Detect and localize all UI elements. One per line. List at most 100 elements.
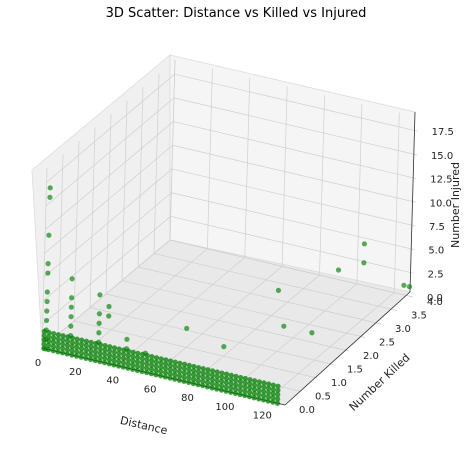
data-point [209, 376, 215, 382]
x-tick-label: 20 [69, 367, 82, 378]
data-point [144, 369, 150, 376]
data-point [223, 371, 230, 377]
data-point [195, 377, 201, 383]
z-axis-line [409, 111, 416, 293]
data-point [167, 371, 173, 377]
y-ticks: 0.00.51.01.52.02.53.03.54.0 [299, 297, 443, 416]
data-point [106, 352, 113, 358]
data-point [153, 359, 159, 365]
z-tick-label: 7.5 [429, 222, 445, 233]
grid-line [137, 86, 144, 268]
data-point [125, 352, 131, 358]
data-point [45, 261, 51, 267]
grid-line [207, 68, 213, 249]
data-point [205, 375, 211, 381]
data-point [88, 348, 94, 354]
data-point [275, 396, 281, 402]
data-point [242, 384, 248, 390]
data-point [214, 382, 220, 388]
data-point [111, 353, 117, 359]
data-point [242, 375, 248, 382]
data-point [186, 375, 192, 381]
z-tick-label: 0.0 [427, 293, 443, 304]
grid-line [171, 168, 416, 227]
data-point [265, 385, 272, 391]
data-point [209, 372, 216, 378]
points [41, 185, 413, 406]
data-point [406, 284, 413, 290]
data-point [69, 339, 75, 345]
data-point [74, 340, 80, 346]
z-ticks: 0.0 2.5 5.0 7.5 10.0 12.5 15.0 17.5 [427, 127, 454, 304]
data-point [125, 361, 131, 367]
grid-line [105, 113, 112, 295]
grid-line [169, 239, 414, 298]
data-point [43, 317, 50, 324]
data-point [177, 360, 183, 366]
data-point [158, 368, 164, 375]
data-point [83, 347, 89, 353]
data-point [148, 362, 155, 368]
x-ticks: 0 20 40 60 80 100 120 [35, 358, 272, 422]
data-point [149, 353, 155, 360]
data-point [44, 308, 50, 314]
data-point [218, 383, 225, 389]
data-point [69, 343, 75, 350]
data-point [60, 345, 66, 352]
data-point [73, 353, 80, 359]
z-tick-label: 2.5 [428, 269, 444, 280]
data-point [55, 336, 61, 342]
grid-line [174, 73, 418, 132]
data-point [74, 349, 80, 355]
grid-line [46, 73, 175, 183]
data-point [265, 398, 271, 404]
data-point [106, 361, 112, 367]
data-point [218, 387, 225, 393]
data-point [130, 362, 136, 368]
data-point [200, 366, 206, 372]
data-point [44, 289, 50, 295]
data-point [55, 340, 61, 346]
data-point [46, 342, 52, 348]
data-point [252, 378, 258, 384]
data-point [111, 349, 117, 355]
data-point [64, 338, 71, 344]
data-point [270, 395, 276, 401]
grid-line [173, 97, 418, 156]
data-point [172, 363, 178, 369]
data-point [200, 383, 206, 389]
data-point [335, 267, 342, 273]
data-point [256, 379, 262, 385]
data-point [96, 330, 102, 336]
data-point [209, 368, 216, 374]
data-point [266, 381, 272, 387]
data-point [200, 378, 206, 385]
data-point [158, 373, 164, 379]
grid-line [169, 59, 176, 241]
data-point [251, 390, 257, 397]
data-point [116, 359, 122, 365]
data-point [270, 399, 276, 405]
data-point [139, 364, 145, 370]
data-point [106, 313, 112, 319]
y-tick-label: 3.5 [411, 311, 427, 322]
data-point [153, 355, 160, 361]
data-point [191, 372, 197, 378]
data-point [120, 355, 127, 362]
grid-line [153, 253, 398, 311]
data-point [102, 347, 108, 353]
data-point [228, 376, 234, 383]
data-point [219, 374, 225, 380]
grid-line [89, 127, 96, 308]
data-point [92, 353, 98, 359]
data-point [237, 391, 243, 398]
data-point [275, 387, 281, 394]
data-point [251, 386, 257, 392]
data-point [270, 382, 276, 388]
data-point [163, 365, 169, 372]
y-axis-line [284, 291, 411, 406]
data-point [125, 365, 131, 371]
grid-line [121, 280, 366, 338]
data-point [148, 371, 154, 377]
data-point [237, 383, 243, 389]
